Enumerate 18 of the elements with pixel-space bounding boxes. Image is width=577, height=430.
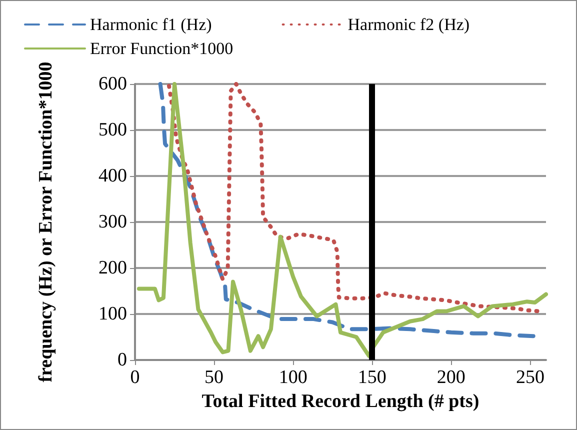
y-axis-title: frequency (Hz) or Error Function*1000 [36, 62, 56, 382]
y-tick-label: 300 [98, 212, 127, 232]
legend-label: Harmonic f2 (Hz) [348, 15, 470, 34]
legend-label: Error Function*1000 [90, 39, 234, 58]
x-tick-label: 100 [278, 367, 308, 388]
x-tick-label: 250 [516, 367, 544, 388]
y-tick-label: 600 [98, 74, 127, 94]
x-tick-label: 50 [204, 367, 224, 388]
y-tick-label: 200 [98, 258, 127, 278]
x-tick-label: 150 [358, 367, 386, 388]
y-tick-label: 0 [118, 350, 127, 370]
y-tick-label: 100 [98, 304, 127, 324]
x-tick-label: 200 [436, 367, 466, 388]
y-tick-label: 400 [98, 166, 127, 186]
x-tick-label: 0 [130, 367, 140, 388]
x-axis-title: Total Fitted Record Length (# pts) [202, 390, 480, 412]
legend-label: Harmonic f1 (Hz) [90, 15, 212, 34]
y-tick-label: 500 [98, 120, 127, 140]
